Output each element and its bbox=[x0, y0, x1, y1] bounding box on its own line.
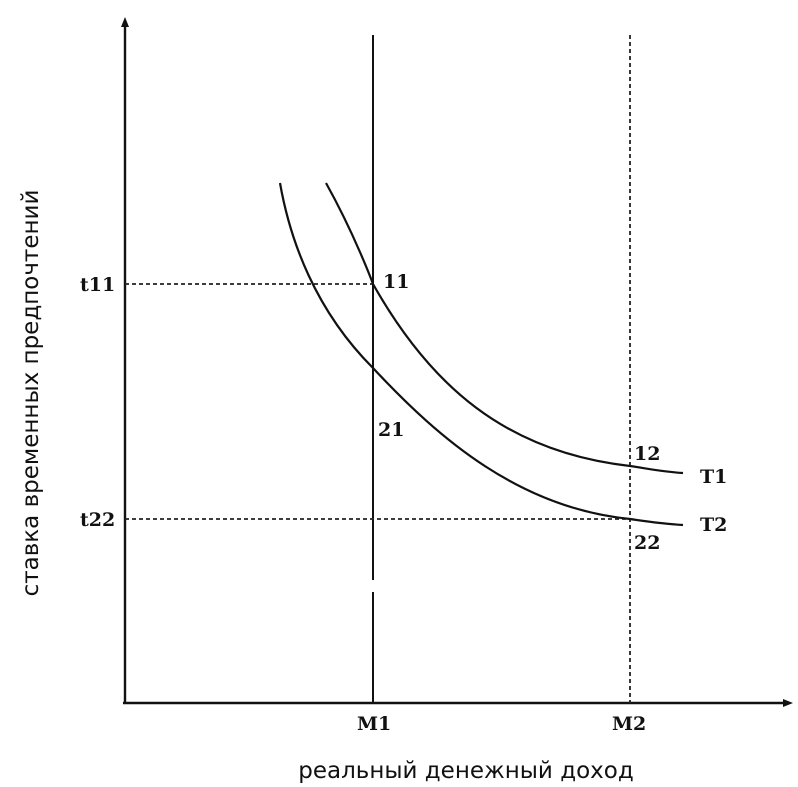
point-label-12: 12 bbox=[634, 443, 660, 465]
curve-t1 bbox=[325, 182, 684, 475]
y-axis-title: ставка временных предпочтений bbox=[18, 190, 44, 597]
y-tick-t22: t22 bbox=[80, 509, 115, 531]
x-tick-m2: M2 bbox=[612, 713, 646, 735]
curve-t2 bbox=[278, 182, 684, 527]
series-label-t1: T1 bbox=[700, 466, 727, 488]
point-label-11: 11 bbox=[383, 271, 409, 293]
y-tick-t11: t11 bbox=[80, 274, 115, 296]
series-label-t2: T2 bbox=[700, 514, 727, 536]
x-tick-m1: M1 bbox=[357, 713, 391, 735]
x-axis-title: реальный денежный доход bbox=[298, 758, 634, 784]
point-label-21: 21 bbox=[378, 419, 404, 441]
point-label-22: 22 bbox=[634, 532, 660, 554]
